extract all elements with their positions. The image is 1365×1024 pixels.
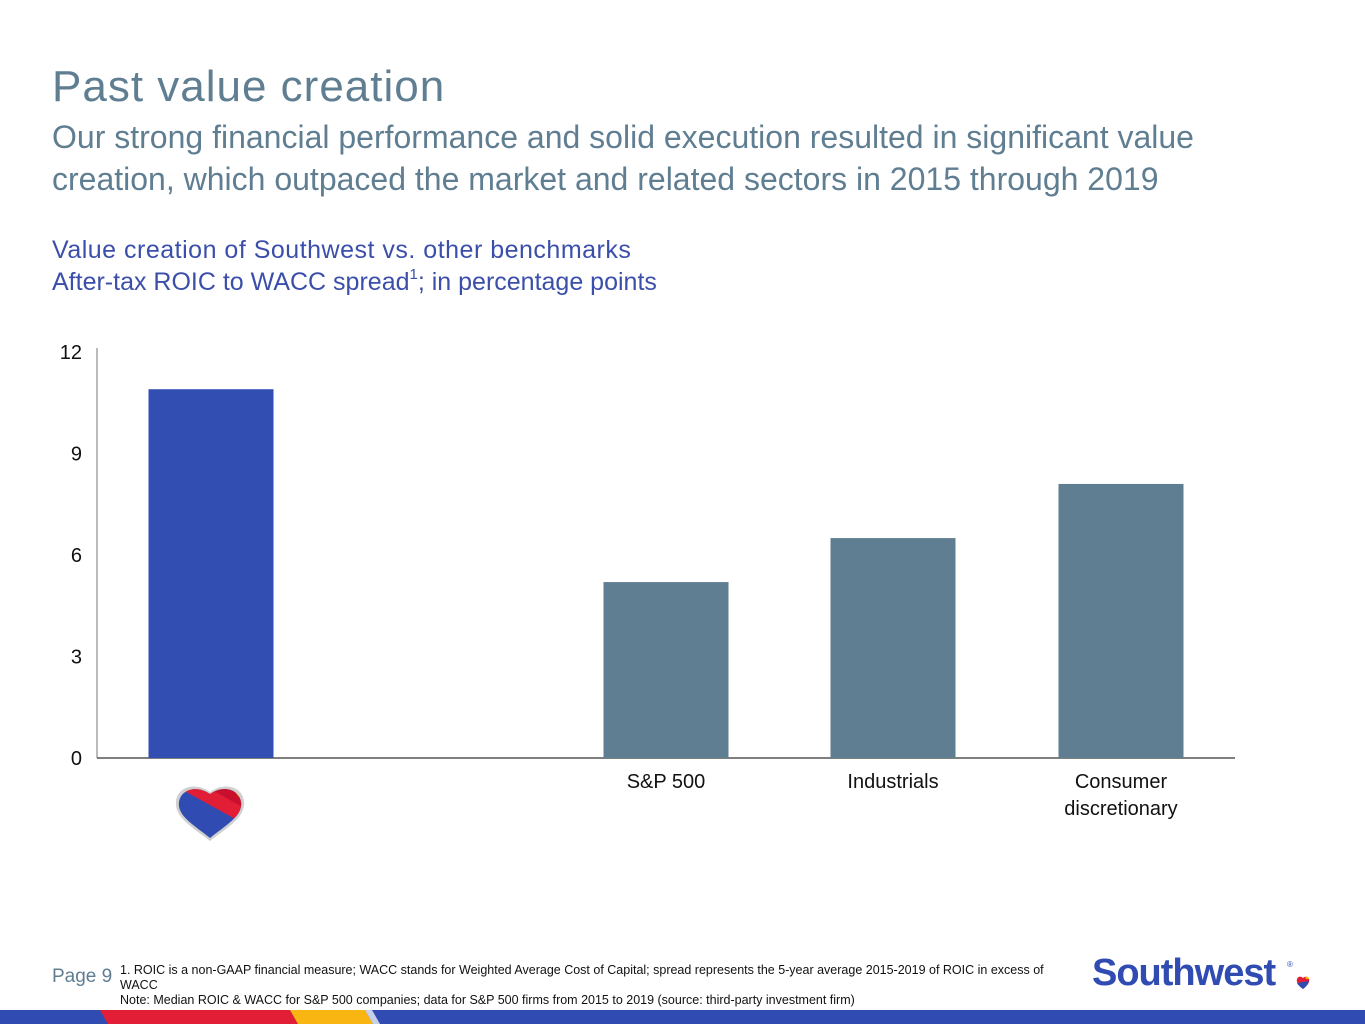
y-tick-label: 12: [60, 342, 82, 364]
y-tick-label: 0: [71, 748, 82, 770]
footnote-note: Note: Median ROIC & WACC for S&P 500 com…: [120, 993, 855, 1007]
bar-chart: 0 3 6 9 12 S&P 500 Industrials Consumer discret…: [60, 342, 1235, 841]
x-tick-label: Industrials: [847, 771, 938, 793]
registered-mark: ®: [1287, 960, 1293, 969]
x-axis-labels: S&P 500 Industrials Consumer discretionary: [627, 771, 1178, 820]
footnote-marker: 1: [409, 266, 418, 283]
page-title: Past value creation: [52, 62, 446, 111]
chart-title: Value creation of Southwest vs. other be…: [52, 236, 632, 264]
footnote-1: 1. ROIC is a non-GAAP financial measure;…: [120, 963, 1044, 992]
southwest-heart-logo: [175, 786, 245, 841]
footer-stripe: [0, 1010, 1365, 1024]
bar-s-p-500: [603, 582, 729, 758]
southwest-wordmark: Southwest: [1092, 952, 1276, 994]
y-tick-label: 3: [71, 647, 82, 669]
brand-heart-icon: [1296, 976, 1310, 989]
bar-southwest: [148, 389, 274, 758]
x-tick-label: S&P 500: [627, 771, 706, 793]
chart-subtitle: After-tax ROIC to WACC spread1; in perce…: [52, 266, 657, 297]
page-number: Page 9: [52, 966, 113, 987]
chart-subtitle-main: After-tax ROIC to WACC spread: [52, 268, 410, 296]
footnotes: 1. ROIC is a non-GAAP financial measure;…: [120, 963, 1060, 1008]
x-tick-label: discretionary: [1064, 798, 1177, 820]
y-tick-label: 6: [71, 545, 82, 567]
bar-consumer-discretionary: [1058, 483, 1184, 758]
page-subtitle: Our strong financial performance and sol…: [52, 119, 1194, 197]
bar-industrials: [830, 538, 956, 758]
bars: [148, 389, 1184, 758]
y-tick-label: 9: [71, 444, 82, 466]
chart-subtitle-tail: ; in percentage points: [417, 268, 657, 296]
x-tick-label: Consumer: [1075, 771, 1168, 793]
